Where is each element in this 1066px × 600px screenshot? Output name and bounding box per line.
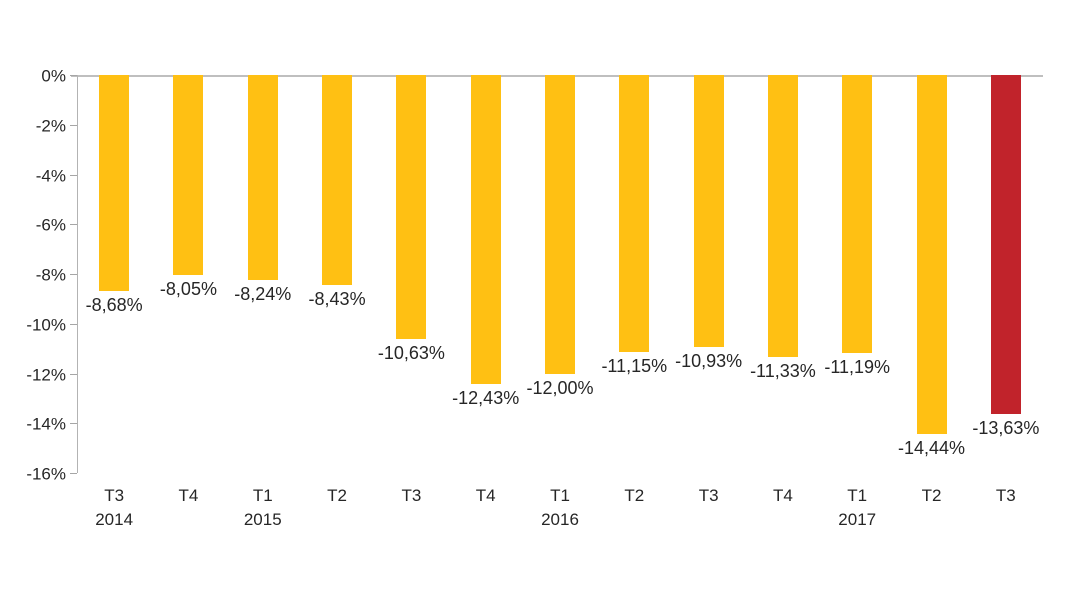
bar-value-label: -13,63% [972,418,1040,439]
y-tick-label: -12% [26,365,66,384]
bar-value-label: -8,43% [308,288,366,309]
bar-value-label: -10,63% [377,343,445,364]
bar [767,75,798,357]
x-tick-label-quarter: T4 [178,486,199,505]
bar [693,75,724,347]
x-tick-label-quarter: T2 [921,486,942,505]
bar-value-label: -14,44% [898,438,966,459]
x-tick-label-year: 2017 [838,510,877,529]
x-tick-label-quarter: T4 [773,486,793,505]
y-tick-mark [70,473,77,474]
x-tick-label-quarter: T3 [401,486,422,505]
bar [619,75,650,353]
x-tick-label-quarter: T1 [847,486,868,505]
bar-value-label: -11,33% [750,360,816,381]
x-tick-label-quarter: T1 [550,486,570,505]
y-tick-mark [70,373,77,375]
y-tick-label: -10% [26,315,66,335]
y-tick-mark [70,323,77,325]
y-tick-mark [70,274,77,275]
bar-value-label: -12,43% [452,388,520,409]
bar-value-label: -8,24% [234,283,292,304]
bar-value-label: -8,05% [159,279,217,300]
y-tick-label: 0% [41,66,66,86]
y-axis-line [77,75,78,473]
y-tick-mark [70,75,77,76]
bar [247,75,278,280]
x-tick-label-year: 2014 [95,510,134,529]
bar [916,75,947,435]
bar [470,75,501,385]
x-tick-label-quarter: T1 [252,486,273,505]
y-tick-label: -2% [35,116,66,136]
x-tick-label-quarter: T3 [104,486,125,505]
bar-value-label: -10,93% [675,350,743,371]
y-tick-label: -8% [35,265,66,285]
y-tick-mark [70,124,77,126]
x-tick-label-quarter: T3 [698,486,719,505]
y-tick-label: -14% [26,414,66,434]
bar-highlighted [990,75,1021,415]
y-tick-label: -6% [35,215,66,235]
bar [842,75,873,354]
bar [545,75,575,374]
bar [396,75,427,340]
y-tick-mark [70,423,77,425]
y-tick-mark [70,174,77,176]
bar [322,75,353,285]
bar [99,75,130,291]
bar-value-label: -11,19% [824,357,891,378]
bar [173,75,204,276]
x-tick-label-quarter: T2 [327,486,347,505]
x-tick-label-quarter: T3 [995,486,1016,505]
y-tick-label: -16% [26,464,66,484]
bar-value-label: -8,68% [85,294,143,315]
y-tick-mark [70,224,77,226]
x-tick-label-quarter: T4 [475,486,496,505]
y-tick-label: -4% [35,166,66,185]
bar-value-label: -11,15% [601,356,668,377]
x-tick-label-year: 2016 [541,510,579,529]
x-tick-label-year: 2015 [243,510,282,529]
x-tick-label-quarter: T2 [624,486,645,505]
bar-value-label: -12,00% [526,377,594,398]
